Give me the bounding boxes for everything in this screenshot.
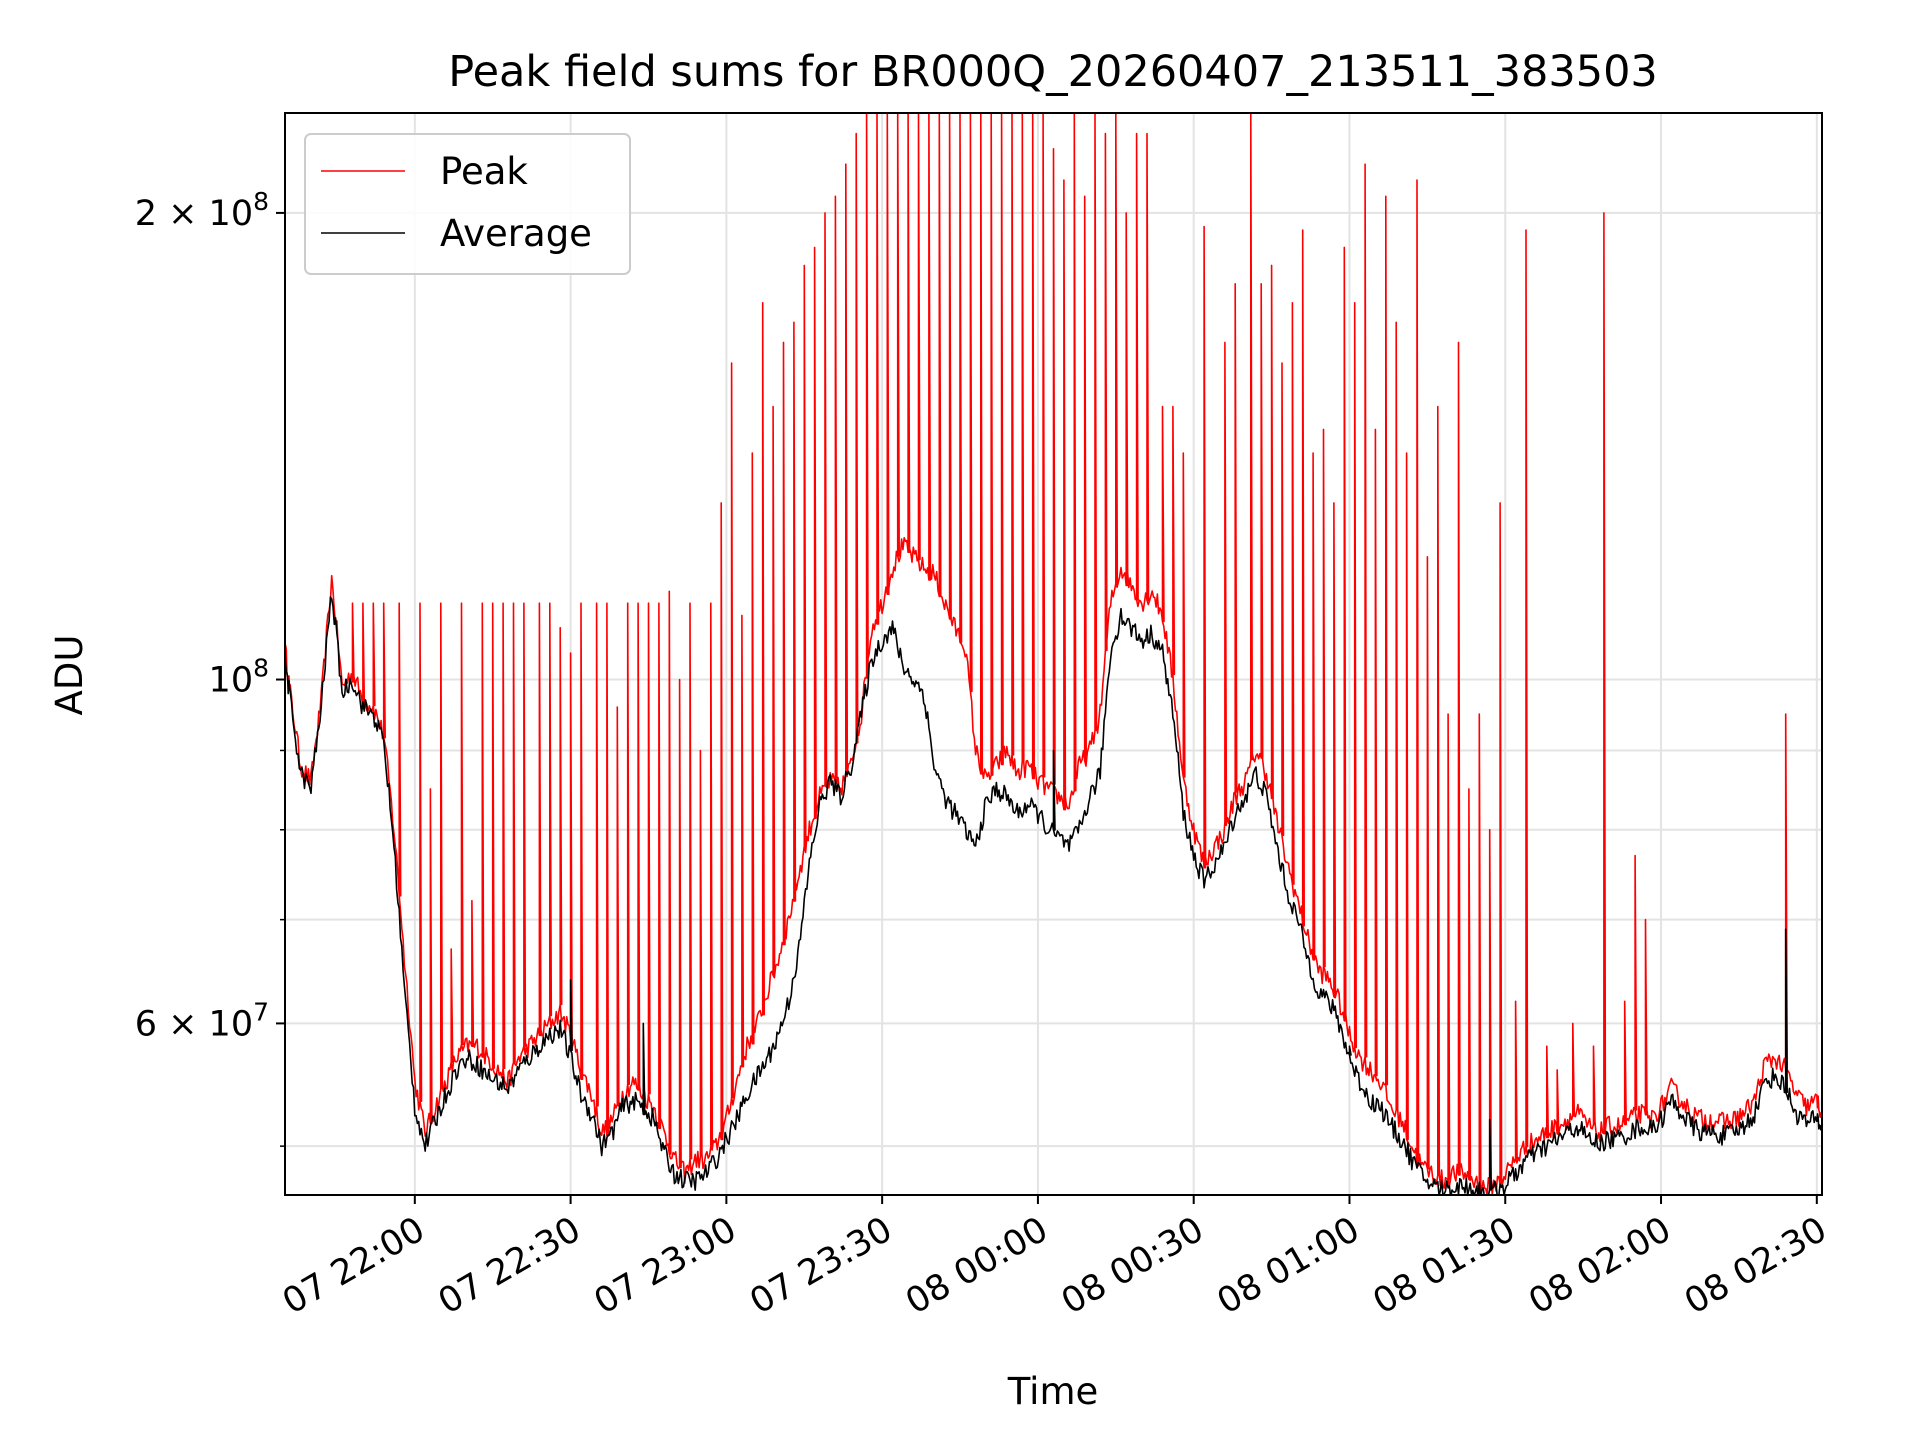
y-axis: 6 × 107 108 2 × 108 <box>135 187 285 1147</box>
legend-box <box>304 133 631 275</box>
y-tick-label: 6 × 107 <box>135 997 269 1044</box>
x-axis-label: Time <box>1007 1370 1099 1413</box>
y-tick-label: 108 <box>209 654 269 701</box>
y-axis-label: ADU <box>48 635 91 716</box>
axes-frame <box>284 112 1823 1196</box>
series-line-average <box>285 596 1822 1195</box>
legend-average-label: Average <box>440 212 592 255</box>
legend-peak-label: Peak <box>440 150 528 193</box>
legend: Peak Average <box>304 133 631 275</box>
chart-title: Peak field sums for BR000Q_20260407_2135… <box>448 47 1658 97</box>
y-tick-label: 2 × 108 <box>135 187 269 234</box>
plot-area <box>285 113 1822 1195</box>
